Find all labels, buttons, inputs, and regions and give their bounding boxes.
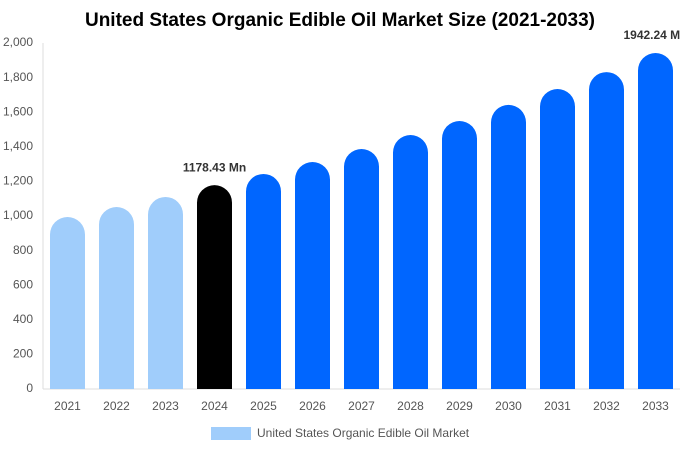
y-tick-label: 1,400	[3, 139, 33, 153]
bar	[148, 196, 183, 389]
x-tick-label: 2027	[348, 399, 375, 413]
x-tick-label: 2032	[593, 399, 620, 413]
x-tick-label: 2024	[201, 399, 228, 413]
x-tick-label: 2026	[299, 399, 326, 413]
y-tick-label: 1,800	[3, 70, 33, 84]
x-tick-label: 2029	[446, 399, 473, 413]
bar	[197, 185, 232, 389]
bar	[99, 207, 134, 389]
bar	[246, 173, 281, 389]
bar	[344, 149, 379, 389]
y-tick-label: 0	[26, 381, 33, 395]
y-tick-label: 600	[13, 277, 33, 291]
data-label: 1942.24 Mn	[623, 28, 680, 42]
x-tick-label: 2023	[152, 399, 179, 413]
bar	[491, 104, 526, 389]
x-tick-label: 2025	[250, 399, 277, 413]
y-tick-label: 2,000	[3, 35, 33, 49]
bar	[589, 72, 624, 389]
legend-label: United States Organic Edible Oil Market	[257, 426, 470, 440]
x-tick-label: 2031	[544, 399, 571, 413]
y-tick-label: 400	[13, 312, 33, 326]
x-tick-label: 2021	[54, 399, 81, 413]
x-tick-label: 2033	[642, 399, 669, 413]
bar	[540, 89, 575, 389]
bar	[442, 121, 477, 389]
x-tick-label: 2030	[495, 399, 522, 413]
y-tick-label: 1,000	[3, 208, 33, 222]
bar	[295, 162, 330, 389]
bar	[638, 52, 673, 389]
chart-title: United States Organic Edible Oil Market …	[85, 10, 595, 31]
data-label: 1178.43 Mn	[183, 160, 246, 174]
x-tick-label: 2022	[103, 399, 130, 413]
y-tick-label: 800	[13, 243, 33, 257]
bar	[50, 217, 85, 389]
legend-swatch	[211, 427, 251, 440]
bar	[393, 135, 428, 389]
y-tick-label: 1,600	[3, 104, 33, 118]
x-tick-label: 2028	[397, 399, 424, 413]
y-tick-label: 1,200	[3, 174, 33, 188]
y-tick-label: 200	[13, 347, 33, 361]
